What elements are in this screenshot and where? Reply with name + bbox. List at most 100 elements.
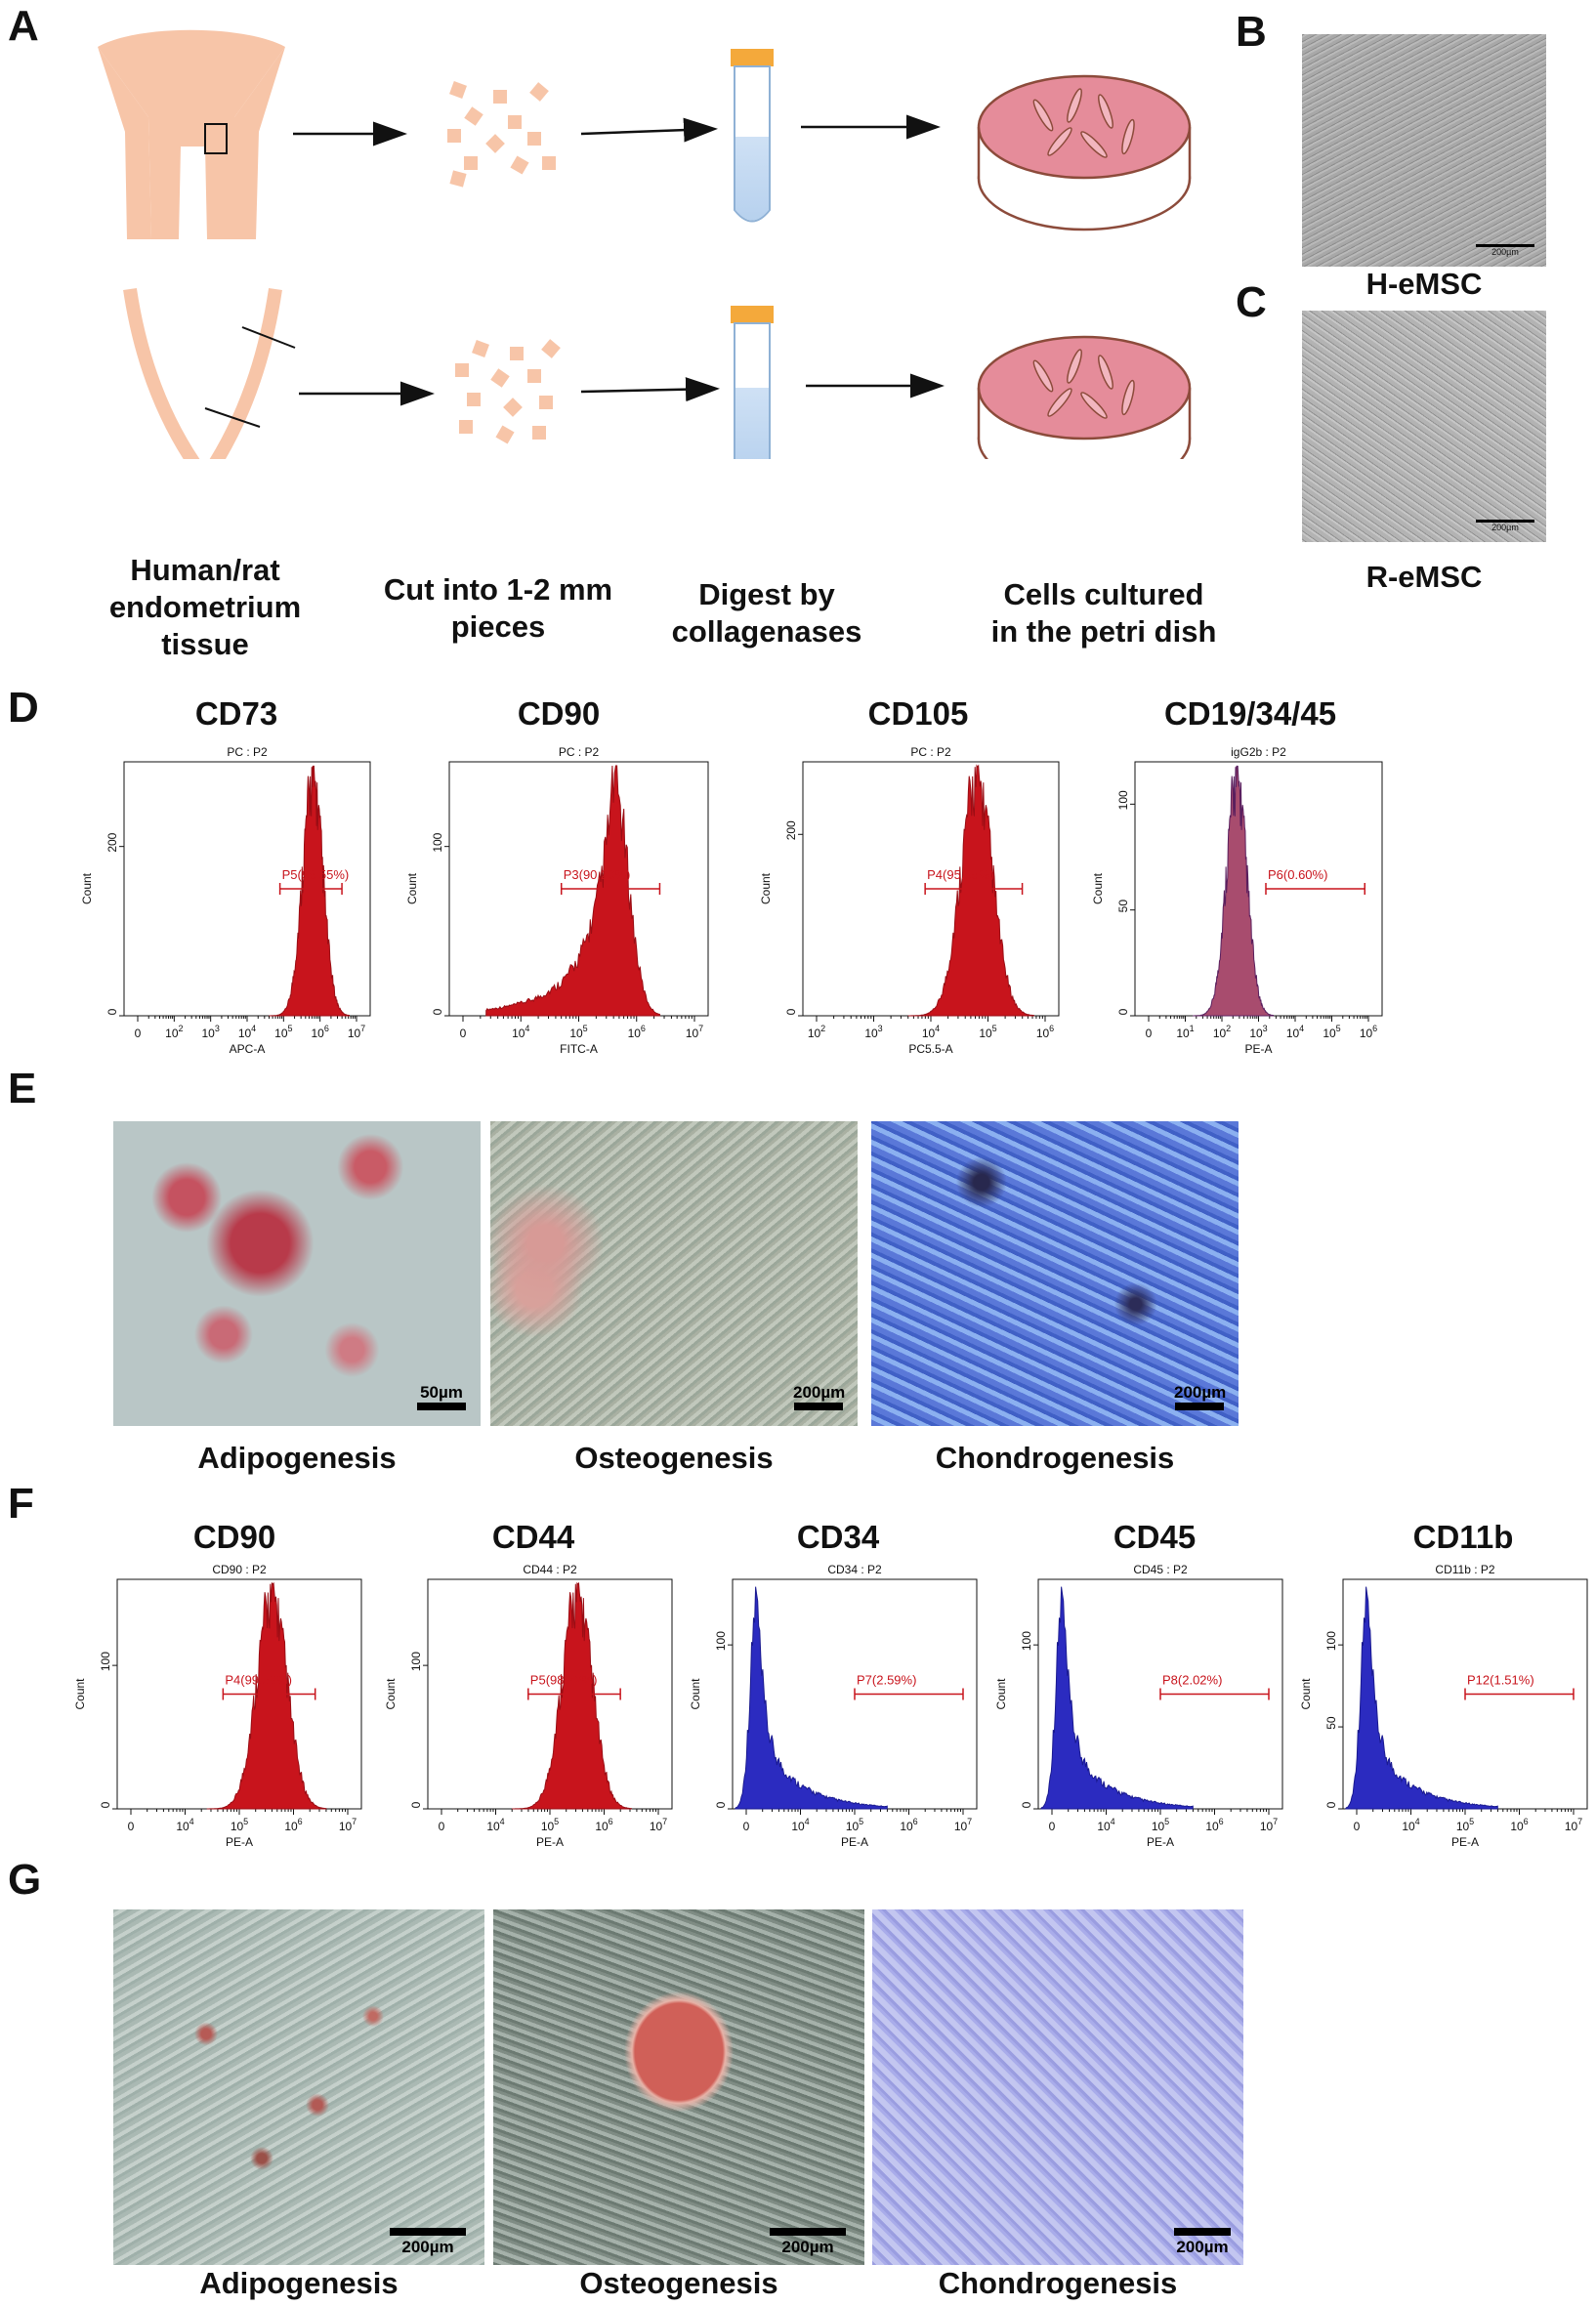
histogram-f-cd34: CD34 : P2 0 104 105 106 107 PE-A Count 0 100 P7(2.… <box>689 1563 978 1849</box>
gate-label: P3(90.20%) <box>564 867 631 882</box>
x-tick-label: 104 <box>486 1817 504 1833</box>
chart-title: CD34 <box>796 1519 880 1555</box>
chart-subtitle: CD11b : P2 <box>1435 1563 1494 1576</box>
y-tick-label: 50 <box>1116 900 1130 913</box>
e-osteogenesis-label: Osteogenesis <box>574 1441 774 1475</box>
chart-title: CD105 <box>867 695 969 732</box>
x-tick-label: 107 <box>650 1817 667 1833</box>
y-tick-label: 0 <box>1020 1801 1033 1808</box>
x-axis-label: PE-A <box>536 1835 564 1849</box>
x-tick-label: 105 <box>1152 1817 1169 1833</box>
r-emsc-micrograph: 200µm <box>1302 311 1546 542</box>
r-emsc-label: R-eMSC <box>1365 560 1483 594</box>
y-axis-label: Count <box>80 872 94 904</box>
chart-subtitle: PC : P2 <box>227 745 268 759</box>
scale-bar-label: 200µm <box>1491 523 1519 532</box>
x-tick-label: 107 <box>1565 1817 1582 1833</box>
gate-label: P4(99.59%) <box>225 1673 292 1688</box>
y-tick-label: 0 <box>431 1008 444 1015</box>
y-tick-label: 0 <box>409 1801 423 1808</box>
x-tick-label: 104 <box>1097 1817 1114 1833</box>
y-tick-label: 100 <box>1116 790 1130 810</box>
chart-subtitle: PC : P2 <box>910 745 951 759</box>
y-axis-label: Count <box>1091 872 1105 904</box>
x-tick-label: 107 <box>954 1817 972 1833</box>
scale-bar: 200µm <box>769 2228 847 2257</box>
gate-label: P7(2.59%) <box>857 1673 916 1688</box>
chart-subtitle: CD90 : P2 <box>212 1563 267 1576</box>
histogram-series <box>907 764 1034 1017</box>
g-adipogenesis-label: Adipogenesis <box>199 2266 399 2300</box>
x-tick-label: 105 <box>569 1024 587 1040</box>
y-tick-label: 0 <box>714 1801 728 1808</box>
x-axis-label: FITC-A <box>560 1042 598 1056</box>
x-tick-label: 102 <box>165 1024 183 1040</box>
chart-subtitle: PC : P2 <box>559 745 600 759</box>
y-tick-label: 100 <box>714 1631 728 1651</box>
e-adipogenesis-image: 50µm <box>113 1121 481 1426</box>
y-tick-label: 100 <box>431 832 444 852</box>
chart-subtitle: CD34 : P2 <box>827 1563 882 1576</box>
x-tick-label: 105 <box>231 1817 248 1833</box>
x-tick-label: 0 <box>743 1820 750 1833</box>
histogram-series <box>1345 1586 1498 1810</box>
panel-label-g: G <box>8 1856 42 1904</box>
tissue-pieces-icon <box>447 81 556 188</box>
panel-label-b: B <box>1236 8 1267 56</box>
y-tick-label: 100 <box>409 1652 423 1671</box>
gate-label: P4(95.95%) <box>927 867 994 882</box>
human-uterus-icon <box>98 29 285 239</box>
y-tick-label: 100 <box>99 1652 112 1671</box>
x-tick-label: 0 <box>439 1820 445 1833</box>
arrow-icon <box>580 117 718 143</box>
histogram-series <box>735 1586 888 1810</box>
histogram-series <box>206 1581 327 1810</box>
chart-subtitle: igG2b : P2 <box>1231 745 1286 759</box>
y-axis-label: Count <box>759 872 773 904</box>
histogram-cd105: PC : P2 102 103 104 105 106 PC5.5-A Count 0 200 P4… <box>759 745 1060 1056</box>
x-tick-label: 105 <box>541 1817 559 1833</box>
x-tick-label: 106 <box>628 1024 646 1040</box>
y-tick-label: 50 <box>1324 1716 1338 1730</box>
g-chondrogenesis-image: 200µm <box>872 1909 1243 2265</box>
chart-subtitle: CD44 : P2 <box>523 1563 577 1576</box>
panel-label-a: A <box>8 2 39 50</box>
x-tick-label: 106 <box>595 1817 612 1833</box>
gate-label: P12(1.51%) <box>1467 1673 1534 1688</box>
x-tick-label: 106 <box>1036 1024 1054 1040</box>
y-tick-label: 0 <box>784 1008 798 1015</box>
x-tick-label: 0 <box>1146 1027 1153 1040</box>
x-tick-label: 0 <box>1049 1820 1056 1833</box>
x-tick-label: 106 <box>284 1817 302 1833</box>
scale-bar-label: 50µm <box>420 1383 463 1402</box>
histogram-cd19-34-45: igG2b : P2 0 101 102 103 104 105 106 PE-A Count 0 5… <box>1091 745 1383 1056</box>
y-axis-label: Count <box>384 1678 398 1710</box>
x-tick-label: 103 <box>864 1024 882 1040</box>
y-tick-label: 200 <box>784 820 798 840</box>
scale-bar: 200µm <box>1173 2228 1232 2257</box>
g-osteogenesis-image: 200µm <box>493 1909 864 2265</box>
scale-bar: 200µm <box>389 2228 467 2257</box>
chart-title: CD73 <box>194 695 278 732</box>
rat-uterus-icon <box>123 287 296 459</box>
y-axis-label: Count <box>1299 1678 1313 1710</box>
x-tick-label: 106 <box>900 1817 917 1833</box>
x-tick-label: 105 <box>979 1024 996 1040</box>
histogram-series <box>512 1581 632 1810</box>
x-tick-label: 107 <box>1260 1817 1278 1833</box>
test-tube-icon <box>731 49 774 223</box>
x-axis-label: PE-A <box>841 1835 868 1849</box>
x-tick-label: 104 <box>1286 1024 1304 1040</box>
h-emsc-label: H-eMSC <box>1365 267 1483 301</box>
panel-a-schematic <box>98 29 1192 459</box>
y-tick-label: 0 <box>1324 1801 1338 1808</box>
histogram-cd90: PC : P2 0 104 105 106 107 FITC-A Count 0 100 P3(90… <box>405 745 709 1056</box>
x-tick-label: 105 <box>1456 1817 1474 1833</box>
scale-bar: 200µm <box>793 1383 845 1412</box>
x-tick-label: 104 <box>1402 1817 1419 1833</box>
histogram-series <box>269 765 350 1017</box>
caption-step-1: Human/rat endometrium tissue <box>108 553 302 661</box>
x-tick-label: 101 <box>1176 1024 1194 1040</box>
x-axis-label: PE-A <box>1244 1042 1272 1056</box>
y-axis-label: Count <box>73 1678 87 1710</box>
